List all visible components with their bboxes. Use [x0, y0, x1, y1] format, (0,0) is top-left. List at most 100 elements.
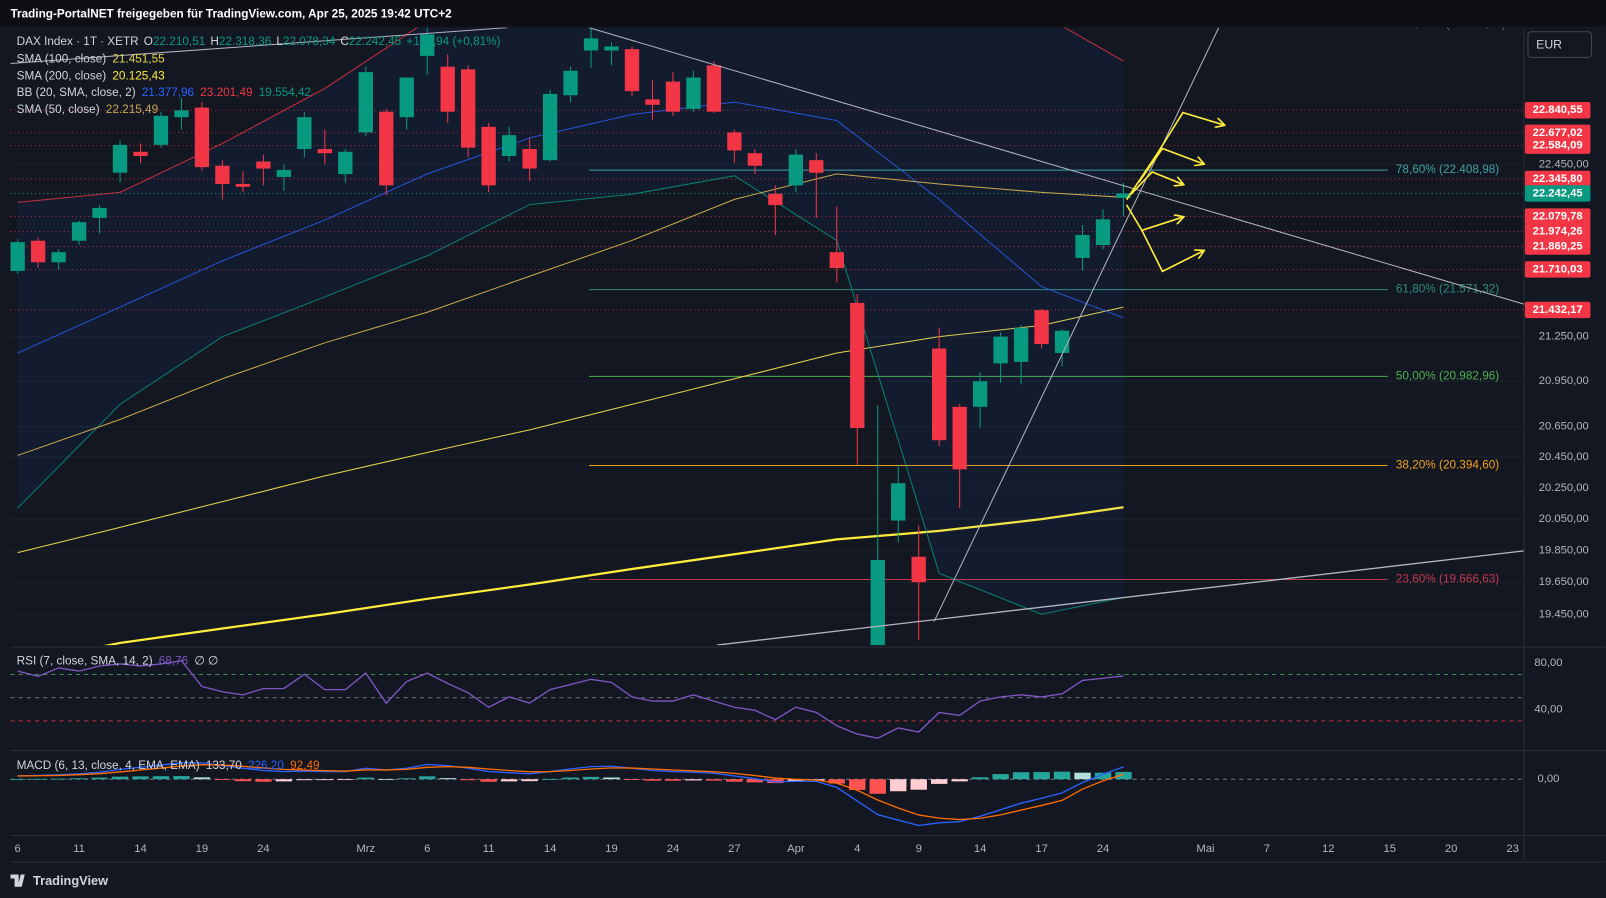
logo-icon — [10, 874, 25, 887]
trend-line — [10, 27, 508, 64]
drawings — [10, 27, 1524, 646]
candle-body — [645, 99, 660, 105]
y-tick-label: 19.450,00 — [1539, 608, 1589, 620]
level-label: 22.677,02 — [1533, 127, 1583, 139]
legend-item: 22.210,51 — [153, 35, 205, 48]
candle-body — [870, 559, 885, 646]
signal-line — [17, 764, 1124, 821]
trend-line — [588, 27, 1524, 305]
legend-item: BB (20, SMA, close, 2) — [17, 86, 136, 99]
histogram-bar — [316, 779, 334, 781]
level-box — [1524, 238, 1591, 255]
y-tick-label: 19.850,00 — [1539, 544, 1589, 556]
legend: DAX Index · 1T · XETR O22.210,51 H22.318,3… — [17, 35, 501, 772]
x-tick-label: 4 — [854, 843, 860, 855]
legend-item: 21.377,96 — [142, 86, 195, 99]
x-tick-label: Apr — [787, 843, 805, 855]
histogram-bar — [930, 779, 948, 784]
y-tick-label: 19.650,00 — [1539, 576, 1589, 588]
histogram-bar — [644, 779, 661, 781]
currency-button[interactable]: EUR — [1527, 31, 1592, 58]
x-tick-label: 11 — [483, 843, 495, 855]
histogram-bar — [623, 779, 641, 781]
macd-plot — [10, 762, 1524, 827]
histogram-bar — [521, 779, 538, 782]
legend-item: 92,49 — [290, 759, 319, 772]
candle-body — [297, 117, 312, 150]
fib-label: 50,00% (20.982,96) — [1396, 369, 1499, 382]
currency-label[interactable]: EUR — [1536, 37, 1562, 51]
legend-item: 19.554,42 — [259, 86, 311, 99]
level-label: 22.840,55 — [1533, 104, 1583, 116]
level-label: 21.869,25 — [1533, 241, 1583, 253]
x-tick-label: 14 — [974, 843, 987, 855]
histogram-bar — [132, 776, 149, 780]
candle-body — [768, 193, 783, 206]
histogram-bar — [787, 779, 805, 782]
legend-item: 22.078,34 — [283, 35, 336, 48]
candle-body — [317, 149, 332, 154]
level-box — [1524, 124, 1591, 141]
x-tick-label: 24 — [257, 843, 270, 855]
legend-item: DAX Index · 1T · XETR — [17, 35, 139, 48]
histogram-bar — [603, 777, 620, 780]
fib-label: 61,80% (21.571,32) — [1396, 283, 1499, 296]
legend-item: 23.201,49 — [200, 86, 252, 99]
trend-line — [716, 550, 1524, 646]
x-tick-label: 12 — [1322, 843, 1335, 855]
legend-item: ∅ ∅ — [194, 655, 218, 668]
candle-body — [194, 107, 210, 168]
candle-body — [972, 381, 988, 407]
histogram-bar — [971, 777, 989, 780]
legend-item: L — [276, 35, 283, 48]
candle-body — [891, 483, 906, 521]
level-box — [1524, 223, 1591, 240]
legend-item: SMA (200, close) — [17, 69, 107, 82]
footer-logo: TradingView — [10, 873, 108, 888]
y-tick-label: 20.450,00 — [1539, 451, 1589, 463]
histogram-bar — [296, 779, 313, 781]
currency-box[interactable] — [1527, 31, 1592, 58]
arrow — [1130, 171, 1183, 196]
candle-body — [420, 34, 435, 56]
rsi-line — [17, 660, 1124, 739]
candle-body — [932, 348, 947, 441]
x-tick-label: 17 — [1035, 843, 1048, 855]
histogram-bar — [746, 779, 764, 783]
level-label: 22.079,78 — [1533, 210, 1583, 222]
candle-body — [686, 77, 701, 109]
level-box — [1524, 208, 1591, 225]
histogram-bar — [1053, 771, 1071, 780]
legend-item: 20.125,43 — [112, 69, 165, 82]
candle-body — [727, 132, 742, 151]
candle-body — [112, 144, 128, 173]
x-tick-label: 11 — [73, 843, 85, 855]
sma-line — [17, 173, 1124, 456]
histogram-bar — [951, 779, 968, 782]
x-tick-label: Mai — [1196, 843, 1214, 855]
legend-line: SMA (200, close) 20.125,43 — [17, 69, 166, 82]
candle-body — [952, 406, 967, 470]
level-box — [1524, 102, 1591, 119]
histogram-bar — [275, 779, 293, 782]
histogram-bar — [541, 779, 559, 780]
y-tick-label: 20.650,00 — [1539, 420, 1589, 432]
x-tick-label: 19 — [605, 843, 618, 855]
candle-body — [1013, 327, 1029, 362]
candle-body — [1095, 219, 1111, 246]
sma-line — [17, 306, 1124, 554]
histogram-bar — [234, 779, 252, 782]
legend-line: DAX Index · 1T · XETR O22.210,51 H22.318,3… — [17, 35, 501, 48]
candle-body — [809, 160, 824, 173]
x-tick-label: 24 — [667, 843, 680, 855]
candle-body — [624, 49, 640, 92]
histogram-bar — [910, 779, 927, 790]
histogram-bar — [357, 777, 374, 780]
x-tick-label: 6 — [15, 843, 21, 855]
legend-item: 21.451,55 — [112, 52, 165, 65]
level-box — [1524, 170, 1591, 188]
axes: 19.450,00 19.650,00 19.850,00 20.050,00 20.2… — [15, 102, 1591, 855]
histogram-bar — [337, 779, 354, 781]
x-tick-label: 27 — [728, 843, 741, 855]
